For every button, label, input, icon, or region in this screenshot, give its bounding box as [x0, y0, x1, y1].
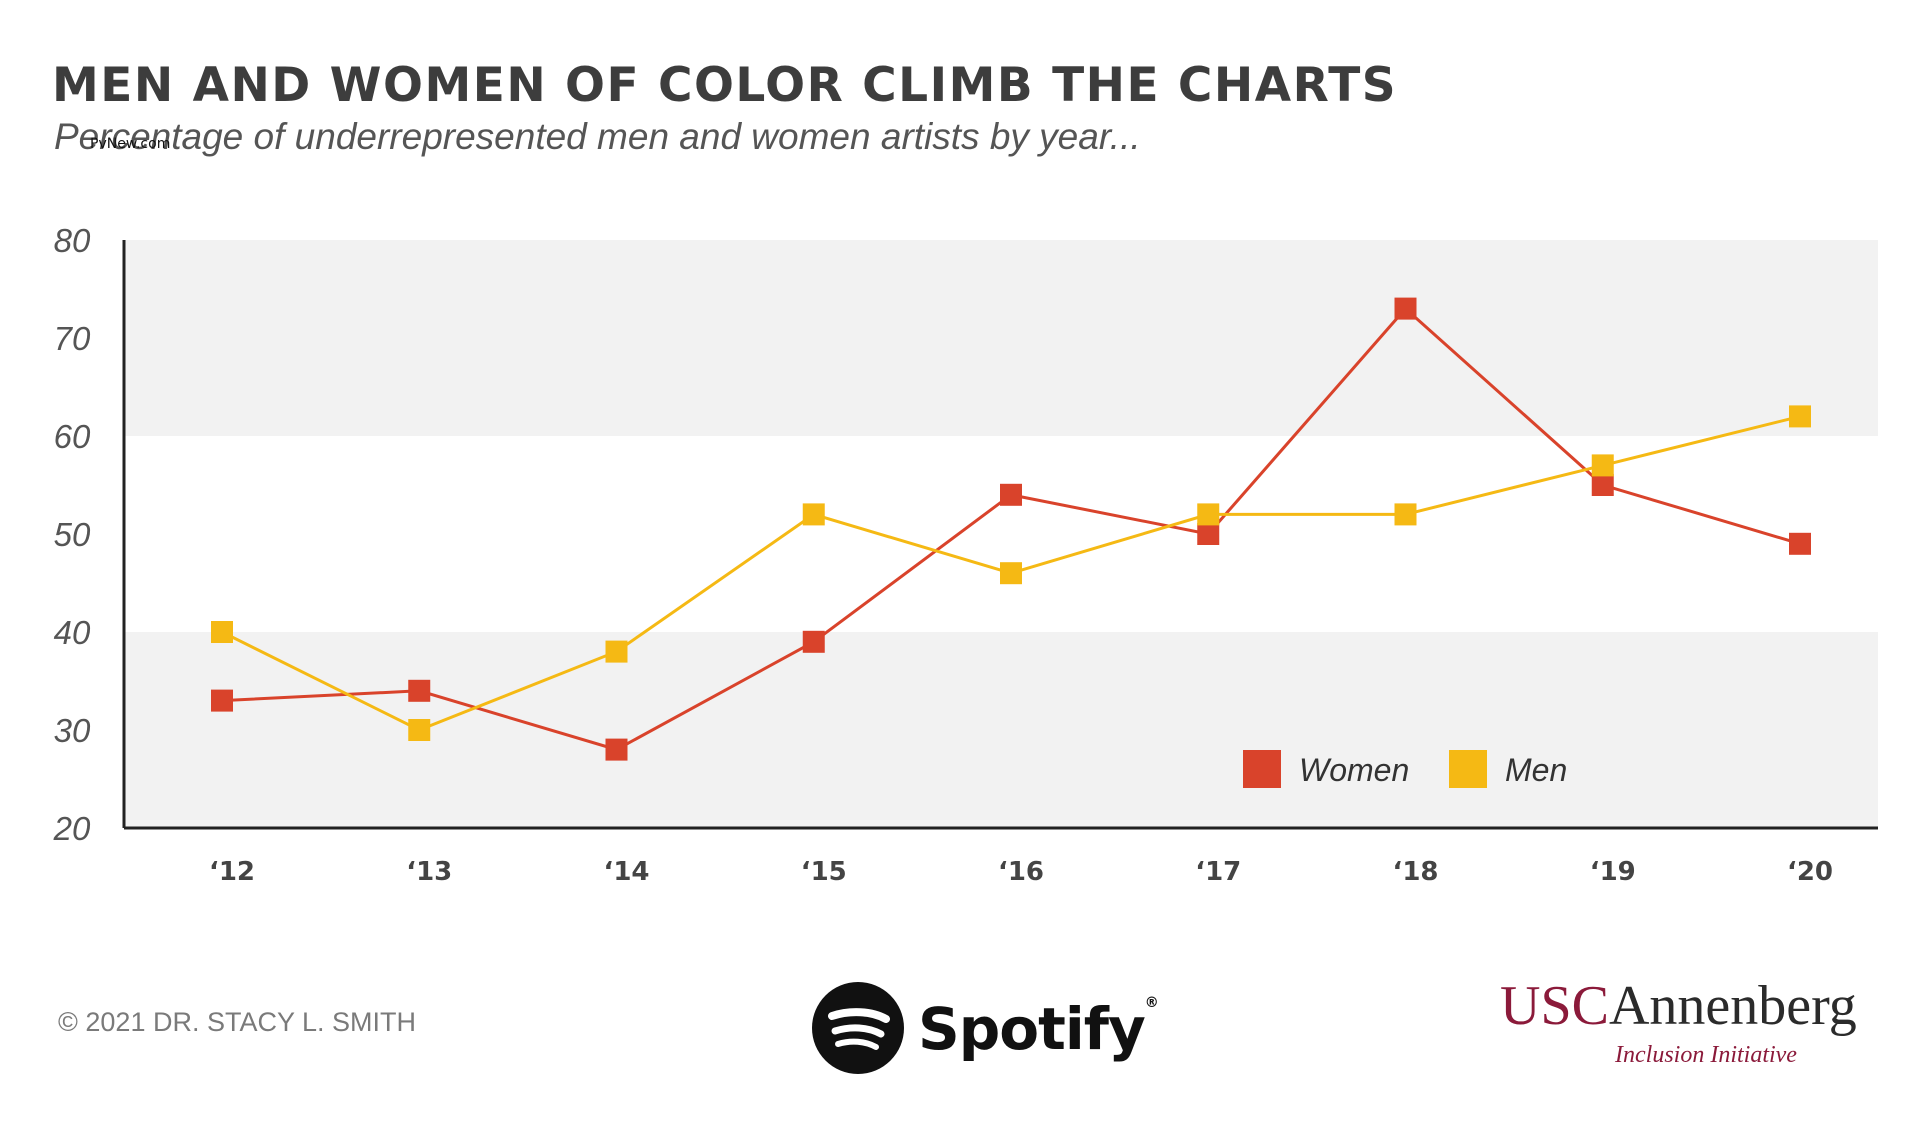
watermark-text: PvNew.com — [90, 136, 171, 152]
x-tick-label: ‘20 — [1787, 857, 1833, 887]
copyright-text: © 2021 DR. STACY L. SMITH — [58, 1007, 417, 1037]
spotify-logo-icon — [812, 982, 904, 1074]
legend-label-women: Women — [1299, 752, 1409, 788]
y-tick-label: 20 — [53, 810, 91, 847]
x-tick-label: ‘14 — [603, 857, 649, 887]
spotify-name: Spotify — [918, 995, 1146, 1063]
data-point-women — [1394, 297, 1417, 320]
annenberg-text: Annenberg — [1608, 975, 1857, 1037]
legend-label-men: Men — [1505, 752, 1567, 788]
legend-swatch-men — [1449, 750, 1487, 788]
chart-axes — [122, 240, 1878, 830]
data-point-men — [1000, 562, 1022, 585]
data-point-men — [1197, 503, 1220, 526]
x-tick-label: ‘16 — [998, 857, 1044, 887]
data-point-women — [1000, 483, 1022, 506]
data-point-men — [1591, 454, 1614, 477]
y-tick-label: 40 — [54, 614, 91, 651]
chart-title: MEN AND WOMEN OF COLOR CLIMB THE CHARTS — [52, 58, 1398, 113]
y-tick-label: 60 — [54, 418, 91, 455]
x-tick-label: ‘13 — [406, 857, 452, 887]
x-tick-labels: ‘12 ‘13 ‘14 ‘15 ‘16 ‘17 ‘18 ‘19 ‘20 — [209, 857, 1833, 887]
spotify-registered-mark: ® — [1144, 995, 1159, 1011]
x-tick-label: ‘15 — [801, 857, 847, 887]
y-tick-label: 80 — [54, 222, 91, 259]
data-point-women — [1197, 523, 1220, 545]
shaded-band-1 — [124, 240, 1878, 436]
inclusion-initiative-text: Inclusion Initiative — [1615, 1042, 1797, 1068]
data-point-men — [408, 719, 431, 741]
data-point-men — [605, 640, 628, 663]
spotify-wordmark: Spotify® — [918, 995, 1159, 1063]
x-tick-label: ‘12 — [209, 857, 255, 887]
y-tick-label: 70 — [54, 320, 91, 357]
data-point-women — [802, 630, 825, 653]
data-point-women — [408, 679, 431, 702]
y-tick-labels: 20 30 40 50 60 70 80 — [53, 222, 91, 847]
x-tick-label: ‘18 — [1392, 857, 1438, 887]
data-point-men — [211, 621, 233, 643]
usc-text: USC — [1500, 975, 1609, 1037]
data-point-men — [1394, 503, 1417, 526]
data-point-men — [1789, 405, 1811, 428]
chart-legend: Women Men — [1243, 750, 1567, 788]
series-points — [211, 297, 1811, 761]
usc-annenberg-logo: USCAnnenberg Inclusion Initiative — [1500, 978, 1857, 1069]
data-point-women — [1789, 532, 1811, 555]
chart-subtitle: Percentage of underrepresented men and w… — [54, 116, 1141, 157]
legend-swatch-women — [1243, 750, 1281, 788]
x-tick-label: ‘19 — [1590, 857, 1636, 887]
data-point-women — [211, 689, 233, 712]
usc-annenberg-wordmark: USCAnnenberg — [1500, 978, 1857, 1034]
data-point-women — [1591, 474, 1614, 496]
shaded-bands — [124, 240, 1878, 828]
y-tick-label: 30 — [54, 712, 91, 749]
shaded-band-0 — [124, 632, 1878, 828]
data-point-men — [802, 503, 825, 526]
x-tick-label: ‘17 — [1195, 857, 1241, 887]
y-tick-label: 50 — [54, 516, 91, 553]
data-point-women — [605, 738, 628, 761]
